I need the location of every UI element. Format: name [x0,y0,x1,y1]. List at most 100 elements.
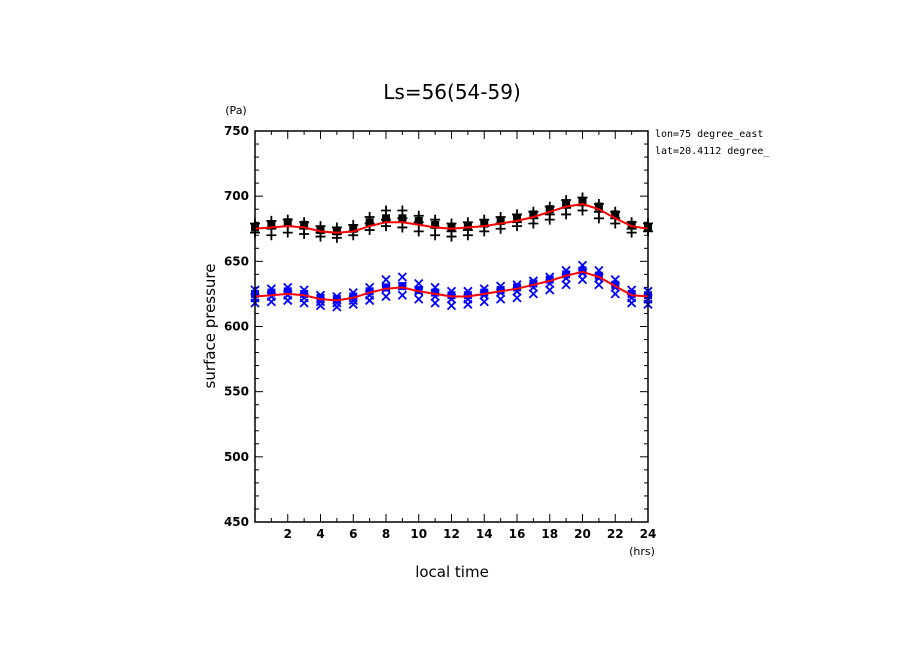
x-tick-label: 24 [640,527,657,541]
square-point [316,293,325,302]
x-point [283,282,293,293]
square-point [332,295,341,304]
square-point [267,288,276,297]
plot-axes: 2 4 6 8 10 12 14 16 18 20 22 2445050055060065070075… [224,124,656,541]
x-tick-label: 20 [574,527,591,541]
x-point [594,280,604,290]
annotation-lat: lat=20.4112 degree_ [655,146,770,157]
square-point [447,291,456,300]
y-tick-label: 550 [224,385,249,399]
plus-point [430,230,441,241]
square-point [414,286,423,295]
plus-point [544,214,555,225]
x-point [348,299,358,309]
x-tick-label: 14 [476,527,493,541]
x-point [463,286,473,296]
x-point [283,295,293,306]
x-point [397,272,408,282]
square-point [562,270,571,279]
y-axis-label: surface pressure [201,264,219,389]
x-point [594,265,604,276]
x-point [430,282,440,293]
x-point [577,260,588,270]
x-tick-label: 16 [509,527,526,541]
square-point [431,288,440,297]
square-point [480,288,489,297]
plus-point [299,228,310,239]
plot-marks [250,192,653,312]
x-tick-label: 4 [316,527,324,541]
plus-point [528,218,539,229]
x-point [332,302,342,312]
y-tick-label: 650 [224,254,249,268]
y-unit: (Pa) [225,104,246,117]
fit-line [254,270,649,302]
x-point [446,301,457,311]
x-point [364,295,375,306]
square-point [529,279,538,288]
x-point [626,298,637,308]
x-point [364,282,375,293]
plus-point [462,230,473,241]
x-point [348,287,358,298]
plot-frame [254,130,649,523]
square-point [382,283,390,292]
y-tick-label: 700 [224,189,249,203]
plus-point [315,231,326,242]
plus-point [479,226,490,237]
x-point [266,284,277,294]
fit-line [254,203,649,234]
x-tick-label: 6 [349,527,357,541]
x-point [315,301,326,311]
plus-point [626,227,637,238]
plus-point [561,209,572,220]
square-point [545,275,554,284]
x-point [299,298,309,308]
square-point [513,283,521,292]
plus-point [397,222,408,233]
x-point [299,285,309,295]
x-point [446,286,457,296]
plus-point [610,218,621,229]
x-point [430,298,440,308]
x-point [397,290,408,300]
square-point [349,292,358,301]
x-point [495,294,506,304]
x-tick-label: 8 [382,527,390,541]
x-point [414,294,424,304]
plus-point [413,226,424,237]
x-tick-label: 12 [443,527,460,541]
x-tick-label: 2 [284,527,292,541]
x-point [463,299,473,309]
x-point [381,274,391,285]
square-point [496,286,505,295]
plus-point [331,232,342,243]
x-point [414,278,424,289]
square-point [283,287,292,296]
square-point [594,271,603,280]
plus-point [266,230,277,241]
y-tick-label: 750 [224,124,249,138]
plus-point [512,221,522,232]
x-point [561,280,571,290]
x-point [545,285,555,295]
x-tick-label: 22 [607,527,624,541]
x-point [610,274,620,285]
y-tick-label: 450 [224,515,249,529]
y-tick-label: 600 [224,320,249,334]
x-tick-label: 10 [410,527,427,541]
plus-point [381,205,391,216]
square-point [300,289,309,298]
x-point [479,297,489,307]
x-point [381,291,391,302]
plus-point [593,213,604,224]
x-point [266,297,277,307]
plus-point [446,231,457,242]
x-tick-label: 18 [541,527,558,541]
plus-point [577,205,588,216]
chart-title: Ls=56(54-59) [383,80,521,104]
x-point [577,274,588,285]
square-point [365,287,374,296]
y-tick-label: 500 [224,450,249,464]
